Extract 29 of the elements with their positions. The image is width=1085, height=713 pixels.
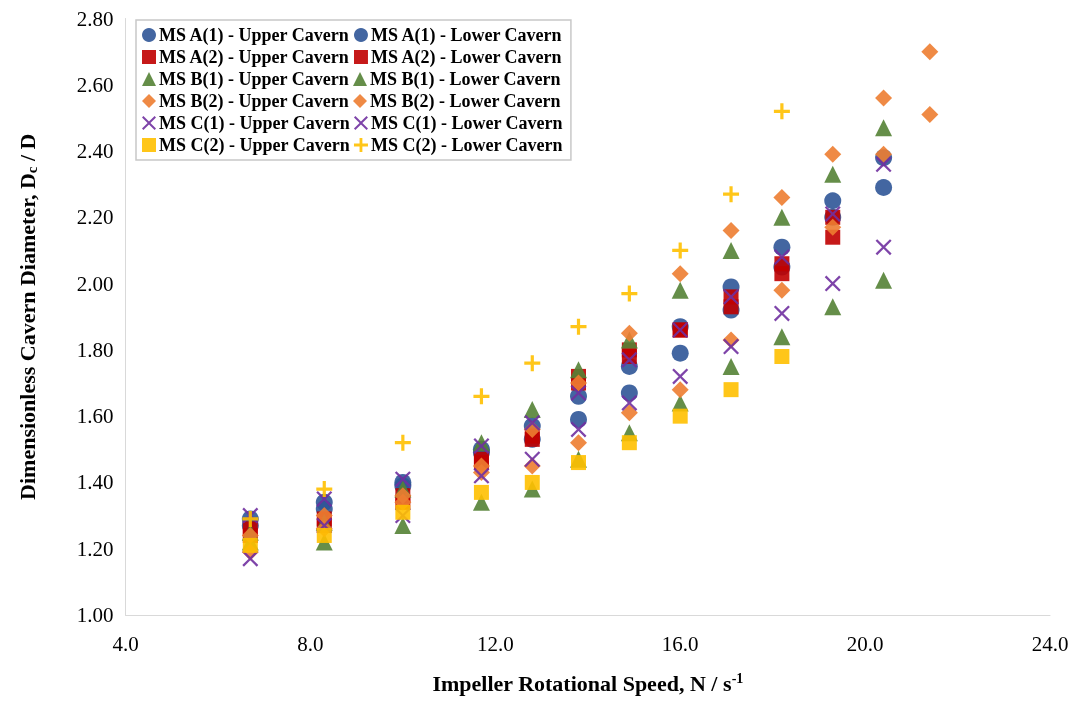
x-tick-label: 24.0 (1031, 631, 1069, 656)
legend-label: MS A(1) - Lower Cavern (370, 25, 562, 46)
legend-label: MS B(2) - Lower Cavern (369, 91, 561, 112)
y-tick-label: 1.80 (76, 337, 114, 362)
x-tick-label: 20.0 (846, 631, 884, 656)
y-tick-label: 2.20 (76, 205, 114, 230)
y-tick-label: 1.00 (76, 603, 114, 627)
x-tick-label: 16.0 (661, 631, 699, 656)
y-tick-label: 2.40 (76, 139, 114, 164)
legend-label: MS A(2) - Lower Cavern (370, 47, 562, 68)
y-tick-label: 1.60 (76, 404, 114, 429)
y-tick-label: 2.00 (76, 271, 114, 296)
legend-label: MS C(2) - Lower Cavern (370, 135, 563, 156)
y-tick-label: 1.40 (76, 470, 114, 495)
y-axis-title: Dimensionless Cavern Diameter, Dc / D (14, 133, 40, 500)
x-tick-label: 4.0 (112, 631, 139, 656)
legend-label: MS C(1) - Lower Cavern (370, 113, 563, 134)
legend-label: MS A(2) - Upper Cavern (159, 47, 349, 68)
legend-label: MS A(1) - Upper Cavern (159, 25, 349, 46)
legend-label: MS B(1) - Lower Cavern (369, 69, 561, 90)
y-tick-label: 1.20 (76, 536, 114, 561)
x-tick-label: 12.0 (476, 631, 514, 656)
y-tick-label: 2.60 (76, 72, 114, 97)
legend-label: MS C(1) - Upper Cavern (159, 113, 350, 134)
legend-label: MS C(2) - Upper Cavern (159, 135, 350, 156)
x-tick-label: 8.0 (297, 631, 324, 656)
y-tick-label: 2.80 (76, 6, 114, 31)
legend-label: MS B(2) - Upper Cavern (159, 91, 349, 112)
legend-label: MS B(1) - Upper Cavern (159, 69, 349, 90)
